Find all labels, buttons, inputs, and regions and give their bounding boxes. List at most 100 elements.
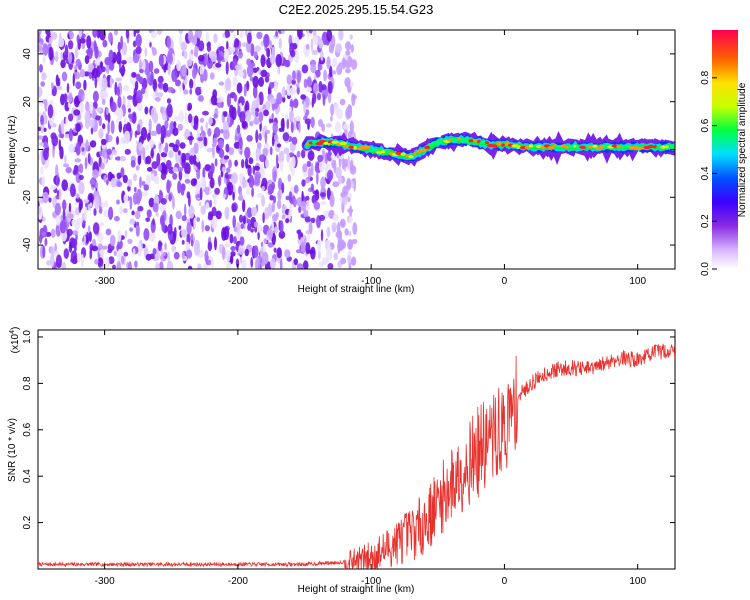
spectrogram-noise-cell <box>190 49 194 55</box>
spectrogram-peak-cell <box>435 140 443 144</box>
spectrogram-noise-cell <box>340 191 346 198</box>
spectrogram-noise-cell <box>84 111 91 124</box>
spectrogram-noise-cell <box>214 187 221 195</box>
spectrogram-noise-cell <box>121 255 124 265</box>
spectrogram-peak-cell <box>496 142 503 146</box>
spectrogram-noise-cell <box>326 226 331 238</box>
spectrogram-noise-cell <box>297 30 303 40</box>
spectrogram-noise-cell <box>114 156 122 161</box>
spectrogram-noise-cell <box>312 35 319 45</box>
spectrogram-noise-cell <box>166 179 171 194</box>
spectrogram-noise-cell <box>157 92 164 98</box>
spectrogram-noise-cell <box>269 54 276 65</box>
spectrogram-noise-cell <box>301 179 306 187</box>
spectrogram-noise-cell <box>224 30 230 39</box>
spectrogram-noise-cell <box>217 139 225 149</box>
spectrogram-noise-cell <box>286 118 290 130</box>
spectrogram-noise-cell <box>181 215 187 222</box>
spectrogram-noise-cell <box>298 206 302 214</box>
spectrogram-noise-cell <box>196 168 201 180</box>
snr-ytick-label: 0.8 <box>22 376 33 390</box>
spectrogram-noise-cell <box>246 207 253 218</box>
spectrogram-noise-cell <box>239 30 244 39</box>
spectrogram-noise-cell <box>296 70 302 84</box>
spectrogram-noise-cell <box>177 123 184 131</box>
spectrogram-noise-cell <box>166 103 173 118</box>
spectrogram-noise-cell <box>291 79 296 85</box>
spectrogram-noise-cell <box>118 121 123 133</box>
spectrogram-noise-cell <box>162 82 169 93</box>
spectrogram-noise-cell <box>350 44 354 53</box>
spectrogram-noise-cell <box>123 193 129 203</box>
spectrogram-noise-cell <box>188 194 191 207</box>
spectrogram-noise-cell <box>204 164 211 172</box>
spectrogram-noise-cell <box>269 146 273 156</box>
spectrogram-noise-cell <box>41 72 47 81</box>
snr-xtick-label: -300 <box>95 576 115 587</box>
spectrogram-noise-cell <box>110 177 117 188</box>
spectrogram-noise-cell <box>316 239 322 252</box>
spectrogram-noise-cell <box>84 157 88 170</box>
spectrogram-noise-cell <box>271 135 275 147</box>
spectrogram-noise-cell <box>60 132 65 139</box>
spectrogram-noise-cell <box>264 131 268 144</box>
spectrogram-noise-cell <box>92 30 98 38</box>
spectrogram-noise-cell <box>137 103 143 112</box>
spectrogram-noise-cell <box>139 176 142 189</box>
spectrogram-noise-cell <box>109 75 113 89</box>
spectrogram-noise-cell <box>181 64 187 77</box>
spectrogram-noise-cell <box>346 177 352 191</box>
spectrogram-noise-cell <box>94 57 102 66</box>
spectrogram-noise-cell <box>229 233 234 244</box>
spectrogram-noise-cell <box>148 139 154 149</box>
colorbar-tick-label: 0.8 <box>700 70 711 84</box>
spectrogram-noise-cell <box>284 249 291 258</box>
spectrogram-noise-cell <box>263 238 268 244</box>
spectrogram-noise-cell <box>311 194 317 204</box>
spectrogram-noise-cell <box>38 44 42 52</box>
spectrogram-noise-cell <box>63 163 69 168</box>
spectrogram-noise-cell <box>347 155 351 170</box>
spectrogram-noise-cell <box>260 69 268 78</box>
spectrogram-noise-cell <box>152 78 158 92</box>
spectrogram-noise-cell <box>94 115 101 121</box>
snr-xlabel: Height of straight line (km) <box>298 584 415 595</box>
spectrogram-noise-cell <box>281 182 285 194</box>
spectrogram-noise-cell <box>253 245 259 258</box>
spectrogram-noise-cell <box>225 260 231 269</box>
spectrogram-noise-cell <box>199 117 205 124</box>
spectrogram-noise-cell <box>351 180 355 189</box>
spectrogram-noise-cell <box>332 57 338 68</box>
spectrogram-ytick-label: 20 <box>22 96 33 108</box>
spectrogram-noise-cell <box>68 143 75 154</box>
spectrogram-ytick-label: -20 <box>22 190 33 205</box>
spectrogram-noise-cell <box>283 147 290 155</box>
spectrogram-noise-cell <box>97 257 104 269</box>
spectrogram-noise-cell <box>69 183 76 198</box>
spectrogram-noise-cell <box>256 96 260 109</box>
spectrogram-noise-cell <box>207 128 212 137</box>
spectrogram-noise-cell <box>321 257 328 265</box>
spectrogram-noise-cell <box>195 86 202 96</box>
spectrogram-noise-cell <box>261 195 265 207</box>
spectrogram-noise-cell <box>120 35 123 50</box>
spectrogram-peak-cell <box>339 141 348 146</box>
spectrogram-noise-cell <box>139 68 144 74</box>
spectrogram-noise-cell <box>136 196 141 205</box>
spectrogram-noise-cell <box>332 213 339 222</box>
spectrogram-noise-cell <box>239 214 243 223</box>
spectrogram-noise-cell <box>133 30 136 38</box>
snr-ylabel: SNR (10 * v/v) <box>7 418 18 482</box>
spectrogram-noise-cell <box>282 132 290 142</box>
spectrogram-noise-cell <box>331 222 338 233</box>
spectrogram-noise-cell <box>146 69 151 83</box>
spectrogram-noise-cell <box>78 174 84 180</box>
spectrogram-peak-cell <box>528 144 534 148</box>
spectrogram-noise-cell <box>184 203 187 218</box>
spectrogram-noise-cell <box>197 137 204 142</box>
spectrogram-noise-cell <box>300 94 307 100</box>
spectrogram-noise-cell <box>127 179 133 187</box>
spectrogram-noise-cell <box>126 95 133 100</box>
spectrogram-noise-cell <box>100 138 107 146</box>
spectrogram-noise-cell <box>73 96 81 108</box>
